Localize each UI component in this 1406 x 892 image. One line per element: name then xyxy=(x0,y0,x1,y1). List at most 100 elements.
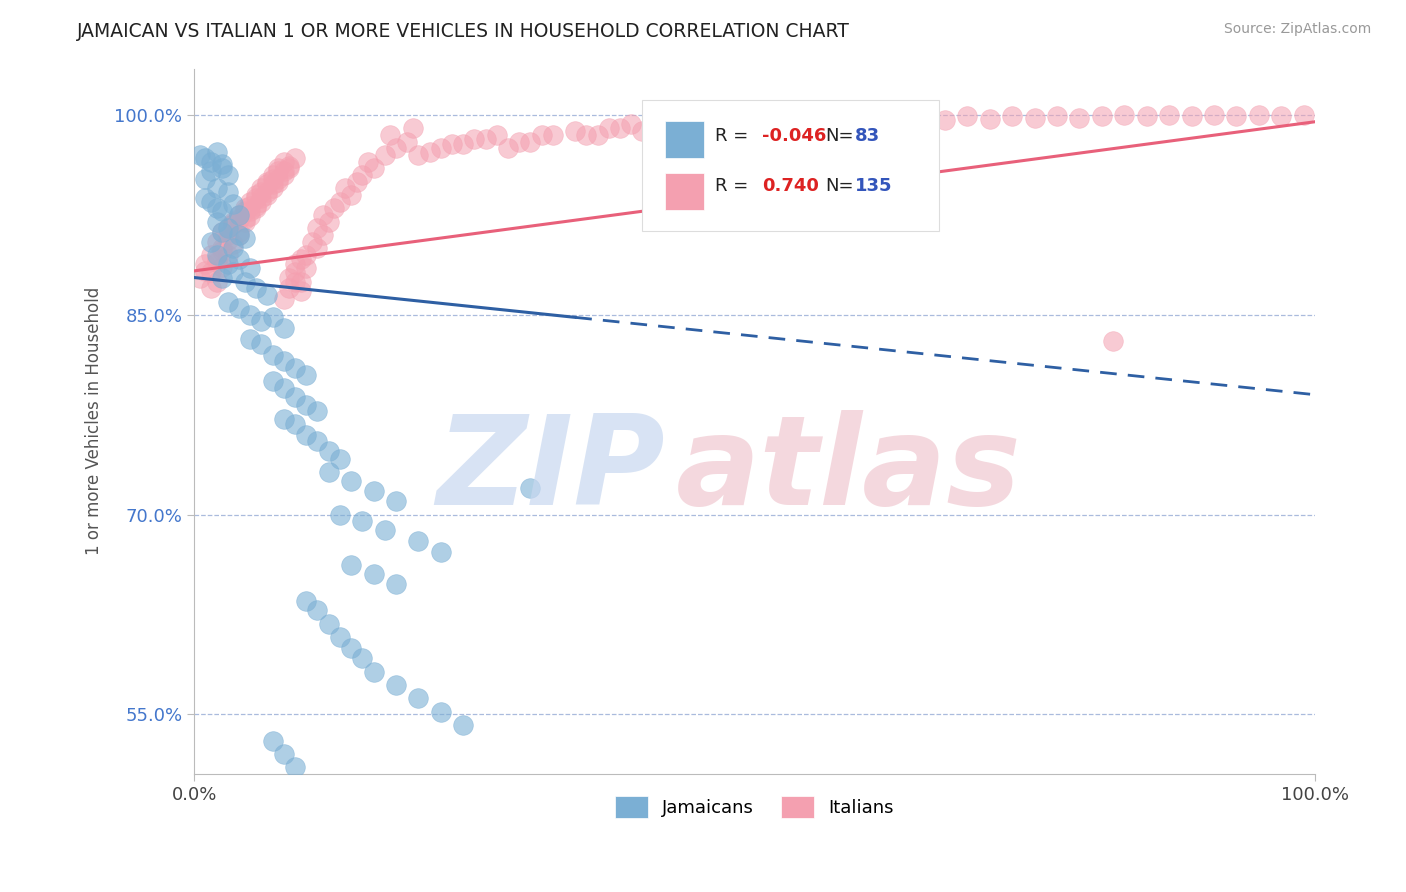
Point xyxy=(256,178,278,192)
Point xyxy=(228,208,250,222)
Point xyxy=(346,175,368,189)
Point xyxy=(239,204,262,219)
Point xyxy=(620,118,643,132)
Point xyxy=(295,427,318,442)
Point xyxy=(267,161,290,176)
Point xyxy=(530,128,553,142)
Point xyxy=(295,261,318,276)
Point xyxy=(217,186,239,200)
Point xyxy=(485,128,508,142)
Point xyxy=(307,603,329,617)
Point xyxy=(205,181,228,195)
Point xyxy=(1024,111,1046,125)
Point xyxy=(200,265,222,279)
Point xyxy=(956,110,979,124)
Point xyxy=(290,275,312,289)
Point xyxy=(217,248,239,262)
Text: ZIP: ZIP xyxy=(436,410,665,532)
Point xyxy=(307,403,329,417)
Point xyxy=(575,128,598,142)
Point xyxy=(273,747,295,761)
Point xyxy=(205,252,228,266)
Point xyxy=(396,135,419,149)
Point xyxy=(222,217,245,231)
Point xyxy=(211,225,233,239)
Point xyxy=(250,191,273,205)
Point xyxy=(273,354,295,368)
Point xyxy=(205,254,228,268)
Point xyxy=(250,186,273,200)
Point xyxy=(245,191,267,205)
Point xyxy=(188,148,211,162)
Point xyxy=(643,124,665,138)
Point xyxy=(211,225,233,239)
Point xyxy=(194,191,217,205)
Point xyxy=(335,181,357,195)
Point xyxy=(228,301,250,315)
Point xyxy=(228,211,250,226)
Point xyxy=(301,235,323,249)
Point xyxy=(284,151,307,165)
Point xyxy=(267,164,290,178)
Point xyxy=(194,151,217,165)
Point xyxy=(278,281,301,295)
Point xyxy=(222,197,245,211)
Point xyxy=(408,534,430,549)
Point xyxy=(631,124,654,138)
Point xyxy=(233,211,256,226)
Point xyxy=(710,119,733,133)
Text: N=: N= xyxy=(825,127,853,145)
Point xyxy=(211,260,233,274)
Point xyxy=(250,314,273,328)
Point xyxy=(821,111,844,125)
Point xyxy=(1114,108,1136,122)
Point xyxy=(1069,111,1091,125)
Point xyxy=(211,244,233,258)
Point xyxy=(217,227,239,242)
Text: R =: R = xyxy=(716,127,754,145)
Point xyxy=(733,113,755,128)
Point xyxy=(799,115,821,129)
Point xyxy=(866,111,889,125)
Point xyxy=(312,208,335,222)
Point xyxy=(262,168,284,182)
Point xyxy=(318,616,340,631)
Point xyxy=(200,194,222,209)
Point xyxy=(273,164,295,178)
Point xyxy=(408,148,430,162)
Point xyxy=(429,141,451,155)
Point xyxy=(340,474,363,488)
Point xyxy=(295,398,318,412)
Point xyxy=(688,115,710,129)
Point xyxy=(374,148,396,162)
Point xyxy=(222,214,245,228)
Point xyxy=(429,705,451,719)
Point xyxy=(228,252,250,266)
Point xyxy=(363,161,385,176)
Point xyxy=(1091,110,1114,124)
Point xyxy=(267,172,290,186)
Point xyxy=(363,483,385,498)
Point xyxy=(329,508,352,522)
Point xyxy=(419,145,441,160)
Point xyxy=(200,248,222,262)
Point xyxy=(222,265,245,279)
Point xyxy=(295,594,318,608)
Point xyxy=(284,417,307,431)
Point xyxy=(278,270,301,285)
Point xyxy=(318,465,340,479)
Point xyxy=(222,237,245,252)
Point xyxy=(352,168,374,182)
Point xyxy=(911,111,934,125)
Point xyxy=(250,181,273,195)
Point xyxy=(262,734,284,748)
Point xyxy=(1180,110,1202,124)
Point xyxy=(205,235,228,249)
Point xyxy=(307,434,329,449)
Point xyxy=(211,204,233,219)
Point xyxy=(239,261,262,276)
Point xyxy=(284,390,307,404)
Point xyxy=(318,214,340,228)
Point xyxy=(312,227,335,242)
Point xyxy=(357,154,380,169)
